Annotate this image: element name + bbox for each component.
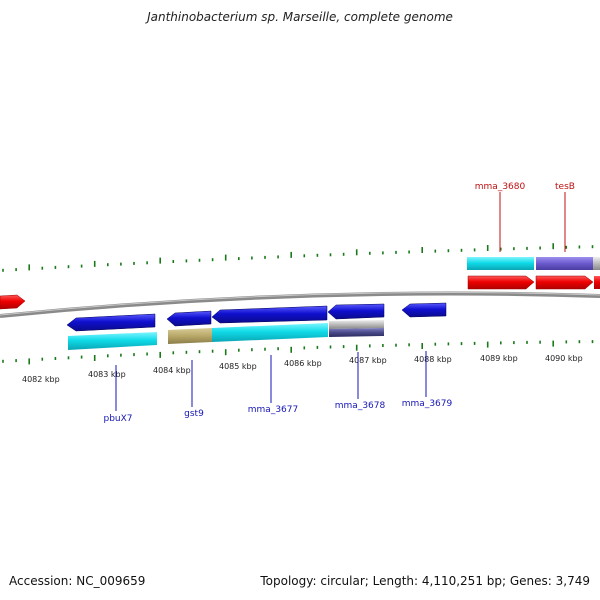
kbp-label-4087: 4087 kbp bbox=[349, 356, 387, 365]
reverse-cds-mma-3678[interactable] bbox=[327, 303, 385, 320]
reverse-cds-mma-3677[interactable] bbox=[211, 305, 328, 324]
kbp-label-4089: 4089 kbp bbox=[480, 354, 518, 363]
forward-cds-tesB-blast-silver[interactable] bbox=[593, 257, 600, 270]
gene-label-mma-3680[interactable]: mma_3680 bbox=[475, 182, 526, 192]
gene-label-gst9[interactable]: gst9 bbox=[184, 409, 204, 419]
kbp-label-4088: 4088 kbp bbox=[414, 355, 452, 364]
reverse-cds-mma-3679[interactable] bbox=[401, 302, 447, 318]
reverse-cds-pbuX7[interactable] bbox=[66, 313, 156, 332]
kbp-label-4090: 4090 kbp bbox=[545, 354, 583, 363]
accession-text: Accession: NC_009659 bbox=[9, 574, 146, 588]
forward-tick-ring bbox=[2, 243, 594, 272]
forward-cds-tesB[interactable] bbox=[535, 275, 594, 290]
kbp-label-4083: 4083 kbp bbox=[88, 370, 126, 379]
genome-backbone bbox=[0, 291, 600, 318]
gene-label-mma-3677[interactable]: mma_3677 bbox=[248, 405, 298, 415]
genome-backbone-highlight bbox=[0, 292, 600, 316]
forward-cds-mma-3680-blast[interactable] bbox=[467, 257, 534, 270]
map-title: Janthinobacterium sp. Marseille, complet… bbox=[147, 10, 453, 24]
blast-hit-pbuX7[interactable] bbox=[68, 332, 157, 350]
forward-cds-tesB-blast[interactable] bbox=[536, 257, 593, 270]
blast-hit-mma-3677[interactable] bbox=[212, 323, 328, 342]
kbp-label-4084: 4084 kbp bbox=[153, 366, 191, 375]
topology-text: Topology: circular; Length: 4,110,251 bp… bbox=[260, 574, 590, 588]
forward-cds-partial[interactable] bbox=[594, 276, 600, 289]
forward-cds-mma-3680[interactable] bbox=[467, 275, 535, 290]
blast-hit-gst9[interactable] bbox=[168, 328, 212, 344]
kbp-label-4085: 4085 kbp bbox=[219, 362, 257, 371]
blast-hit-mma-3678-silver[interactable] bbox=[329, 320, 384, 329]
kbp-label-4086: 4086 kbp bbox=[284, 359, 322, 368]
gene-label-tesB[interactable]: tesB bbox=[555, 182, 575, 192]
gene-label-mma-3679[interactable]: mma_3679 bbox=[402, 399, 453, 409]
reverse-tick-ring bbox=[2, 340, 594, 365]
gene-label-mma-3678[interactable]: mma_3678 bbox=[335, 401, 386, 411]
forward-cds-left-edge[interactable] bbox=[0, 294, 26, 310]
blast-hit-mma-3678-navy[interactable] bbox=[329, 328, 384, 337]
kbp-label-4082: 4082 kbp bbox=[22, 375, 60, 384]
reverse-cds-gst9[interactable] bbox=[166, 310, 212, 327]
gene-label-pbuX7[interactable]: pbuX7 bbox=[103, 414, 132, 424]
